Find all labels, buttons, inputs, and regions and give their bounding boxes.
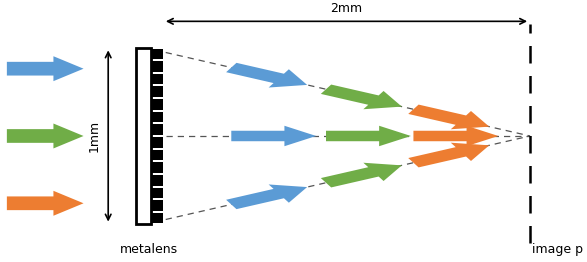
FancyArrow shape bbox=[226, 63, 307, 88]
Bar bbox=[151, 86, 163, 97]
Bar bbox=[151, 137, 163, 148]
FancyArrow shape bbox=[408, 143, 489, 167]
FancyArrow shape bbox=[7, 191, 83, 216]
FancyArrow shape bbox=[326, 126, 411, 146]
Bar bbox=[151, 48, 163, 59]
FancyArrow shape bbox=[7, 123, 83, 149]
Text: 1mm: 1mm bbox=[88, 120, 101, 152]
FancyArrow shape bbox=[226, 184, 307, 209]
Bar bbox=[151, 200, 163, 211]
Bar bbox=[151, 150, 163, 160]
Bar bbox=[136, 47, 151, 225]
FancyArrow shape bbox=[321, 163, 402, 187]
Bar bbox=[151, 99, 163, 110]
Bar bbox=[151, 188, 163, 198]
Bar bbox=[151, 175, 163, 185]
Bar bbox=[151, 124, 163, 135]
Text: 2mm: 2mm bbox=[330, 2, 363, 15]
Bar bbox=[151, 112, 163, 122]
Text: metalens: metalens bbox=[120, 243, 178, 256]
Bar bbox=[151, 61, 163, 72]
FancyArrow shape bbox=[413, 126, 498, 146]
Bar bbox=[151, 74, 163, 84]
Bar bbox=[151, 213, 163, 223]
FancyArrow shape bbox=[7, 56, 83, 81]
FancyArrow shape bbox=[408, 105, 489, 129]
Bar bbox=[151, 162, 163, 173]
Text: image p: image p bbox=[532, 243, 583, 256]
FancyArrow shape bbox=[231, 126, 316, 146]
FancyArrow shape bbox=[321, 85, 402, 109]
